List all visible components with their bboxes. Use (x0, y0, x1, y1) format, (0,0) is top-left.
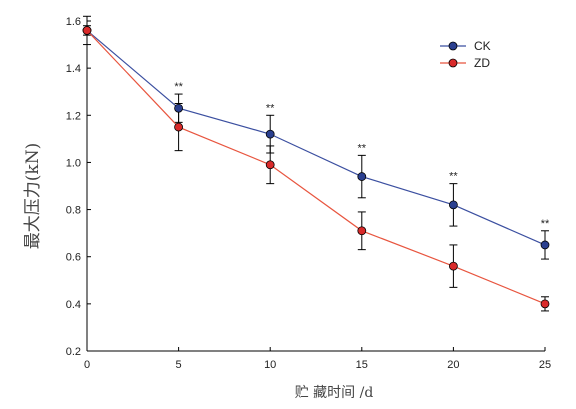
data-point-zd (82, 26, 92, 35)
x-tick-label: 15 (356, 359, 368, 371)
series-lines (86, 29, 546, 305)
data-point-zd (265, 160, 275, 170)
significance-marker: ** (266, 102, 275, 114)
series-markers (82, 26, 550, 309)
y-axis-title: 最大压力(kN) (23, 143, 43, 249)
y-tick-label: 0.6 (66, 252, 81, 264)
x-axis-title: 贮 藏时间 /d (295, 385, 374, 401)
x-tick-label: 10 (264, 359, 276, 371)
legend-label-ck: CK (474, 39, 491, 53)
legend-marker-zd (448, 58, 458, 68)
data-point-ck (174, 103, 184, 113)
significance-marker: ** (449, 171, 458, 183)
data-point-zd (174, 122, 184, 132)
significance-marker: ** (541, 218, 550, 230)
data-point-ck (357, 172, 367, 181)
x-tick-label: 20 (447, 359, 459, 371)
axes: 0.2 0.4 0.6 0.8 1.0 1.2 1.4 1.6 0 5 10 15 20 25 (66, 16, 551, 371)
significance-marker: ** (358, 142, 367, 154)
y-tick-label: 1.0 (66, 157, 81, 169)
data-point-ck (540, 240, 550, 250)
legend-label-zd: ZD (474, 56, 490, 70)
series-line-zd (86, 30, 546, 305)
x-tick-label: 25 (539, 359, 551, 371)
y-tick-label: 1.4 (66, 63, 81, 75)
y-tick-label: 0.4 (66, 299, 81, 311)
data-point-zd (448, 261, 458, 271)
x-tick-label: 5 (176, 359, 182, 371)
significance-marker: ** (174, 81, 183, 93)
y-tick-label: 1.2 (66, 110, 81, 122)
significance-annotations: ** ** ** ** ** (174, 81, 550, 230)
data-point-ck (265, 129, 275, 139)
series-line-ck (86, 29, 546, 246)
data-point-ck (448, 200, 458, 210)
x-tick-label: 0 (84, 359, 90, 371)
data-point-zd (357, 226, 367, 236)
legend-marker-ck (448, 41, 458, 51)
y-tick-label: 0.8 (66, 205, 81, 217)
y-tick-label: 1.6 (66, 16, 81, 28)
y-tick-label: 0.2 (66, 346, 81, 358)
legend: CK ZD (440, 39, 491, 70)
data-point-zd (540, 299, 550, 309)
